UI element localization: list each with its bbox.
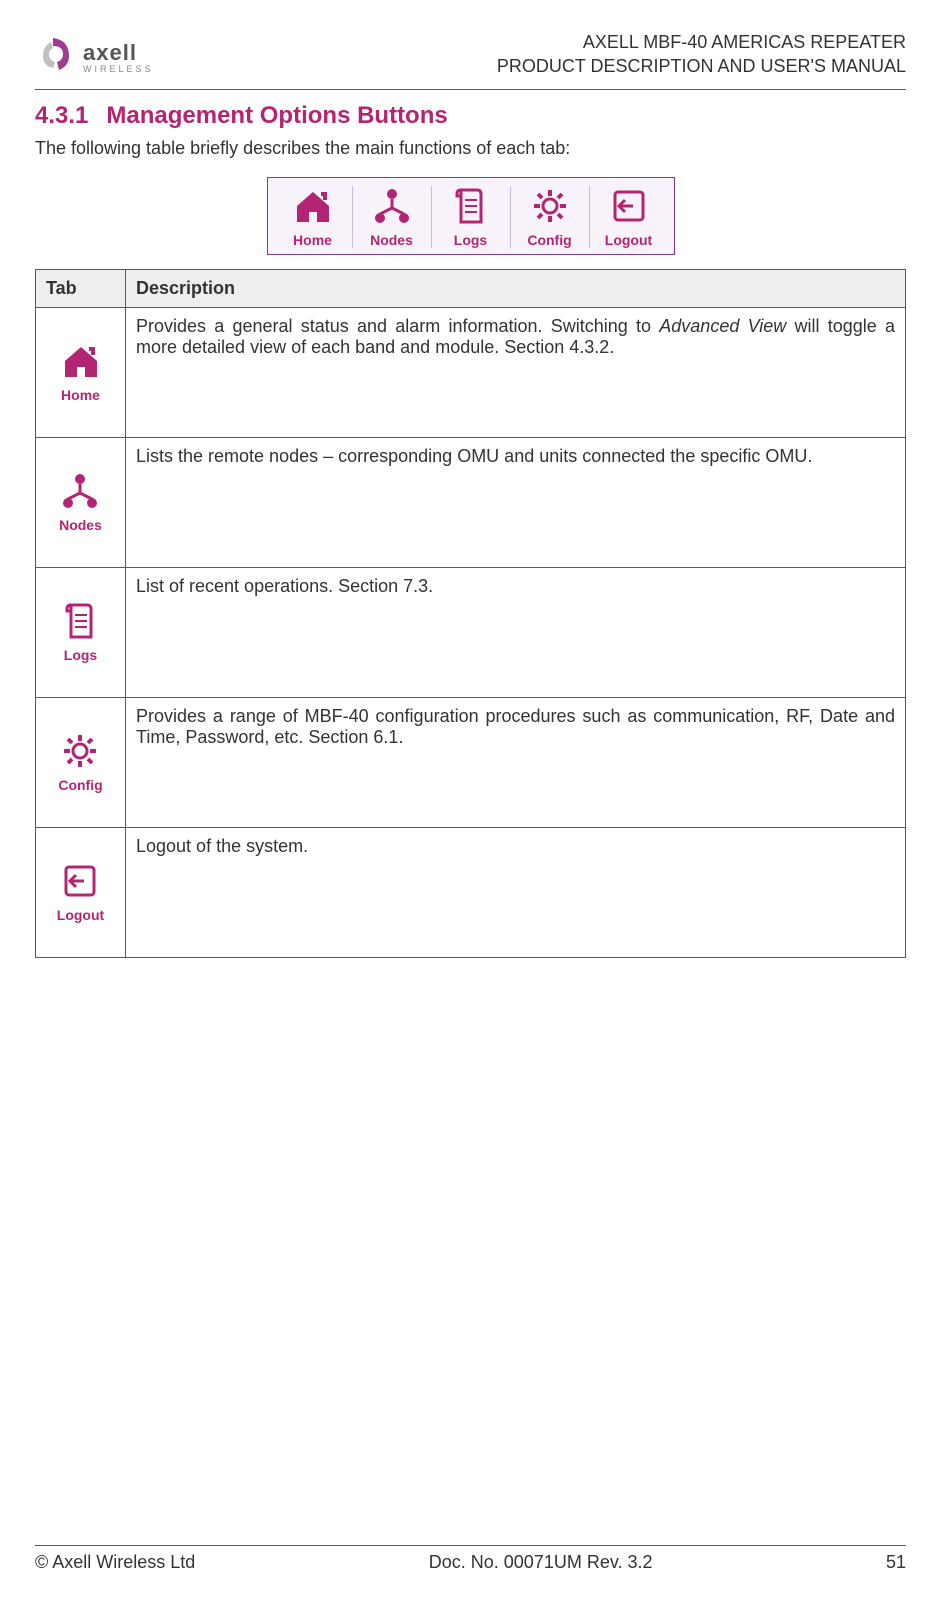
tab-home[interactable]: Home	[274, 184, 352, 250]
logo-swirl-icon	[35, 36, 75, 79]
mini-tab-logs: Logs	[61, 599, 101, 663]
section-number: 4.3.1	[35, 102, 88, 129]
config-icon	[58, 729, 102, 773]
table-cell-desc: List of recent operations. Section 7.3.	[126, 567, 906, 697]
section-heading: 4.3.1 Management Options Buttons	[35, 102, 906, 130]
table-row: Home Provides a general status and alarm …	[36, 307, 906, 437]
home-icon	[274, 184, 352, 228]
mini-tab-label: Logs	[61, 647, 101, 663]
header-title-1: AXELL MBF-40 AMERICAS REPEATER	[497, 30, 906, 54]
table-cell-desc: Lists the remote nodes – corresponding O…	[126, 437, 906, 567]
header-title-2: PRODUCT DESCRIPTION AND USER'S MANUAL	[497, 54, 906, 78]
mini-tab-label: Home	[61, 387, 101, 403]
table-row: Logs List of recent operations. Section 7…	[36, 567, 906, 697]
mini-tab-config: Config	[58, 729, 102, 793]
logout-icon	[57, 859, 104, 903]
page-header: axell WIRELESS AXELL MBF-40 AMERICAS REP…	[35, 30, 906, 90]
tab-label-home: Home	[274, 232, 352, 250]
logo: axell WIRELESS	[35, 36, 154, 79]
nodes-icon	[353, 184, 431, 228]
table-cell-icon: Logs	[36, 567, 126, 697]
mini-tab-label: Logout	[57, 907, 104, 923]
footer-left: © Axell Wireless Ltd	[35, 1552, 195, 1573]
tab-nodes[interactable]: Nodes	[353, 184, 431, 250]
page-footer: © Axell Wireless Ltd Doc. No. 00071UM Re…	[35, 1545, 906, 1573]
mini-tab-logout: Logout	[57, 859, 104, 923]
tab-logout[interactable]: Logout	[590, 184, 668, 250]
tab-label-nodes: Nodes	[353, 232, 431, 250]
mini-tab-nodes: Nodes	[59, 469, 102, 533]
tab-config[interactable]: Config	[511, 184, 589, 250]
table-header-desc: Description	[126, 269, 906, 307]
table-cell-icon: Config	[36, 697, 126, 827]
tab-label-logs: Logs	[432, 232, 510, 250]
tab-label-logout: Logout	[590, 232, 668, 250]
table-cell-icon: Nodes	[36, 437, 126, 567]
mini-tab-label: Config	[58, 777, 102, 793]
section-title-text: Management Options Buttons	[106, 102, 447, 129]
tab-logs[interactable]: Logs	[432, 184, 510, 250]
table-cell-desc: Provides a general status and alarm info…	[126, 307, 906, 437]
mini-tab-label: Nodes	[59, 517, 102, 533]
config-icon	[511, 184, 589, 228]
table-cell-icon: Logout	[36, 827, 126, 957]
footer-right: 51	[886, 1552, 906, 1573]
logo-subtext: WIRELESS	[83, 64, 154, 74]
section-intro: The following table briefly describes th…	[35, 138, 906, 159]
table-row: Logout Logout of the system.	[36, 827, 906, 957]
table-cell-desc: Logout of the system.	[126, 827, 906, 957]
table-cell-desc: Provides a range of MBF-40 configuration…	[126, 697, 906, 827]
nodes-icon	[59, 469, 102, 513]
logo-text: axell	[83, 40, 154, 66]
header-titles: AXELL MBF-40 AMERICAS REPEATER PRODUCT D…	[497, 30, 906, 79]
logs-icon	[61, 599, 101, 643]
table-header-tab: Tab	[36, 269, 126, 307]
mini-tab-home: Home	[61, 339, 101, 403]
tab-bar: HomeNodesLogsConfigLogout	[267, 177, 675, 255]
table-row: Nodes Lists the remote nodes – correspond…	[36, 437, 906, 567]
footer-center: Doc. No. 00071UM Rev. 3.2	[429, 1552, 653, 1573]
tab-label-config: Config	[511, 232, 589, 250]
logout-icon	[590, 184, 668, 228]
home-icon	[61, 339, 101, 383]
description-table: Tab Description Home Provides a general s…	[35, 269, 906, 958]
table-cell-icon: Home	[36, 307, 126, 437]
table-row: Config Provides a range of MBF-40 configu…	[36, 697, 906, 827]
logs-icon	[432, 184, 510, 228]
